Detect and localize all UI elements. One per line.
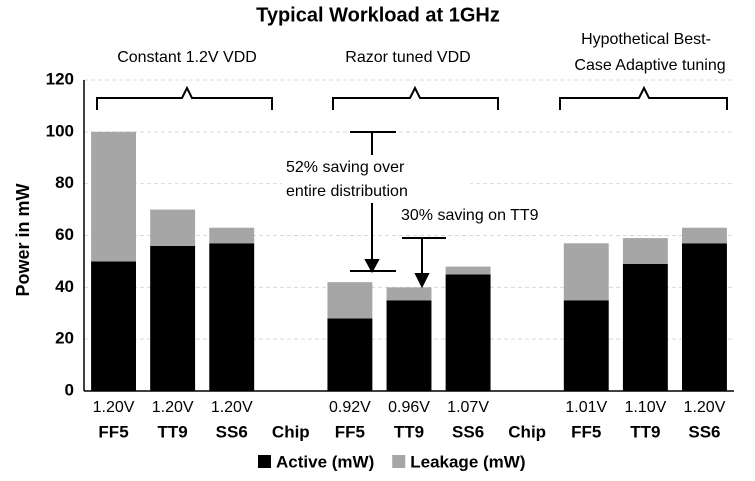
voltage-label: 1.20V — [152, 399, 194, 416]
bar-segment — [91, 131, 136, 262]
x-tick-label: Chip — [508, 422, 546, 441]
y-tick-label: 100 — [46, 121, 74, 140]
bar-segment — [563, 300, 609, 391]
y-tick-label: 120 — [46, 69, 74, 88]
legend-swatch — [392, 455, 406, 468]
x-tick-label: TT9 — [394, 422, 424, 441]
arrows — [350, 131, 446, 289]
bar-segment — [386, 287, 432, 301]
bar-segment — [563, 243, 609, 301]
bar-segment — [209, 227, 255, 244]
bar-segment — [445, 274, 491, 391]
chart-title: Typical Workload at 1GHz — [256, 4, 500, 26]
y-tick-label: 80 — [55, 173, 74, 192]
bar-segment — [682, 243, 727, 391]
group-label: Constant 1.2V VDD — [117, 49, 257, 66]
bar-segment — [91, 261, 136, 391]
x-tick-label: Chip — [272, 422, 310, 441]
bar-segment — [150, 209, 196, 246]
y-tick-label: 20 — [55, 329, 74, 348]
annotation: entire distribution — [286, 183, 408, 200]
brace — [332, 85, 499, 110]
group-label: Razor tuned VDD — [345, 49, 470, 66]
x-tick-label: FF5 — [571, 422, 601, 441]
arrow-head — [364, 259, 380, 274]
legend-swatch — [258, 455, 271, 468]
y-tick-label: 60 — [55, 225, 74, 244]
braces — [96, 85, 728, 110]
voltage-label: 1.01V — [565, 399, 607, 416]
brace — [559, 85, 728, 110]
legend-label: Active (mW) — [276, 452, 374, 471]
x-tick-label: TT9 — [158, 422, 188, 441]
x-tick-label: SS6 — [216, 422, 248, 441]
voltage-label: 1.10V — [624, 399, 666, 416]
plot-area: 0 20 40 60 80 100 120 1.20V FF5 1.20V TT9 1.20V SS6 C… — [46, 69, 734, 471]
voltage-label: 0.92V — [329, 399, 371, 416]
bar-segment — [622, 264, 668, 391]
voltage-label: 1.20V — [93, 399, 135, 416]
bar-segment — [209, 243, 255, 391]
group-label: Case Adaptive tuning — [574, 57, 725, 74]
x-tick-label: SS6 — [688, 422, 720, 441]
bar-segment — [327, 318, 373, 391]
y-axis-label: Power in mW — [13, 183, 33, 296]
voltage-label: 1.07V — [447, 399, 489, 416]
x-tick-label: FF5 — [98, 422, 128, 441]
brace — [96, 85, 273, 110]
legend-label: Leakage (mW) — [410, 452, 525, 471]
bar-segment — [327, 282, 373, 319]
bar-segment — [150, 245, 196, 391]
x-tick-label: SS6 — [452, 422, 484, 441]
group-label: Hypothetical Best- — [581, 31, 711, 48]
voltage-label: 1.20V — [684, 399, 726, 416]
voltage-label: 1.20V — [211, 399, 253, 416]
y-tick-label: 0 — [65, 380, 74, 399]
bar-segment — [622, 238, 668, 265]
annotation: 52% saving over — [286, 159, 405, 176]
y-tick-label: 40 — [55, 277, 74, 296]
annotation-bg — [282, 155, 470, 203]
bar-segment — [445, 266, 491, 275]
x-tick-label: FF5 — [335, 422, 365, 441]
arrow-head — [414, 273, 430, 289]
bar-segment — [386, 300, 432, 391]
annotation: 30% saving on TT9 — [401, 207, 539, 224]
x-tick-label: TT9 — [630, 422, 660, 441]
bar-segment — [682, 227, 727, 244]
voltage-label: 0.96V — [388, 399, 430, 416]
